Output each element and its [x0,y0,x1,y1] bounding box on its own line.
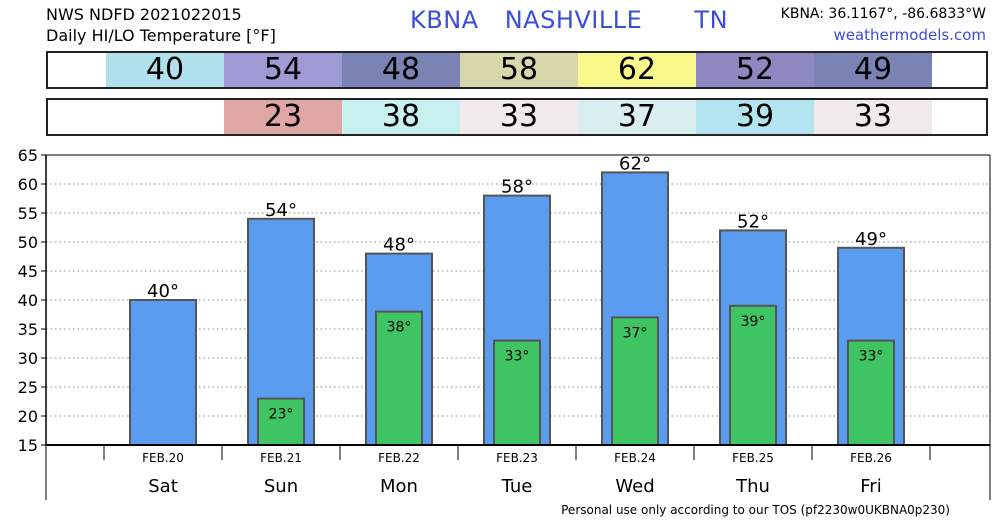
high-bar-label: 58° [501,177,533,198]
low-temp-cell: 38 [342,100,460,134]
day-label: Thu [735,476,770,497]
low-bar-label: 37° [623,325,648,341]
low-bar-label: 33° [859,349,884,365]
header-left: NWS NDFD 2021022015 Daily HI/LO Temperat… [46,4,276,46]
high-temp-cell: 58 [460,53,578,87]
high-temp-cell: 40 [106,53,224,87]
low-bar [729,304,777,446]
y-tick-label: 50 [18,233,38,252]
high-bar-label: 52° [737,211,769,232]
station-id: KBNA [410,6,479,34]
site-link[interactable]: weathermodels.com [833,26,986,44]
day-label: Fri [860,476,881,497]
run-label: NWS NDFD 2021022015 [46,5,242,24]
high-bar-label: 40° [147,281,179,302]
high-bar-label: 54° [265,200,297,221]
date-label: FEB.23 [496,451,538,465]
date-label: FEB.24 [614,451,656,465]
low-bar-label: 33° [505,349,530,365]
high-bar-label: 49° [855,229,887,250]
day-label: Wed [615,476,654,497]
y-tick-label: 35 [18,320,38,339]
high-temp-strip: 40 54 48 58 62 52 49 [46,51,988,89]
low-bar [257,397,305,447]
product-label: Daily HI/LO Temperature [°F] [46,26,276,45]
header-center: KBNA NASHVILLE TN [410,6,746,34]
low-bar [847,339,895,447]
tos-footer: Personal use only according to our TOS (… [561,503,950,517]
high-temp-cell: 54 [224,53,342,87]
date-label: FEB.26 [850,451,892,465]
low-bar-label: 38° [387,320,412,336]
city-name: NASHVILLE [504,6,643,34]
high-temp-cell: 52 [696,53,814,87]
date-label: FEB.21 [260,451,302,465]
y-tick-label: 15 [18,436,38,455]
high-temp-cell: 62 [578,53,696,87]
day-label: Mon [380,476,418,497]
low-temp-cell: 37 [578,100,696,134]
low-bar-label: 39° [741,314,766,330]
state-code: TN [694,6,729,34]
high-bar [129,299,197,446]
high-temp-cell: 49 [814,53,932,87]
low-temp-cell: 33 [814,100,932,134]
date-label: FEB.20 [142,451,184,465]
temperature-chart: 15 20 25 30 35 40 45 50 55 60 65 40° FEB.20 Sat 54° 23°… [18,146,991,500]
low-temp-cell: 23 [224,100,342,134]
y-tick-label: 20 [18,407,38,426]
y-tick-label: 60 [18,175,38,194]
low-temp-cell: 39 [696,100,814,134]
low-bar [611,316,659,446]
day-label: Sun [264,476,298,497]
low-bar [493,339,541,447]
day-label: Tue [501,476,533,497]
low-temp-cell: 33 [460,100,578,134]
y-tick-label: 30 [18,349,38,368]
day-label: Sat [148,476,178,497]
station-coords: KBNA: 36.1167°, -86.6833°W [780,6,986,22]
y-tick-label: 55 [18,204,38,223]
y-tick-label: 40 [18,291,38,310]
low-bar-label: 23° [269,407,294,423]
high-bar-label: 62° [619,153,651,174]
y-tick-label: 65 [18,146,38,165]
y-tick-label: 25 [18,378,38,397]
low-bar [375,310,423,446]
date-label: FEB.25 [732,451,774,465]
y-tick-label: 45 [18,262,38,281]
low-temp-strip: 23 38 33 37 39 33 [46,98,988,136]
high-temp-cell: 48 [342,53,460,87]
high-bar-label: 48° [383,235,415,256]
header-right: KBNA: 36.1167°, -86.6833°W weathermodels… [781,4,986,46]
date-label: FEB.22 [378,451,420,465]
